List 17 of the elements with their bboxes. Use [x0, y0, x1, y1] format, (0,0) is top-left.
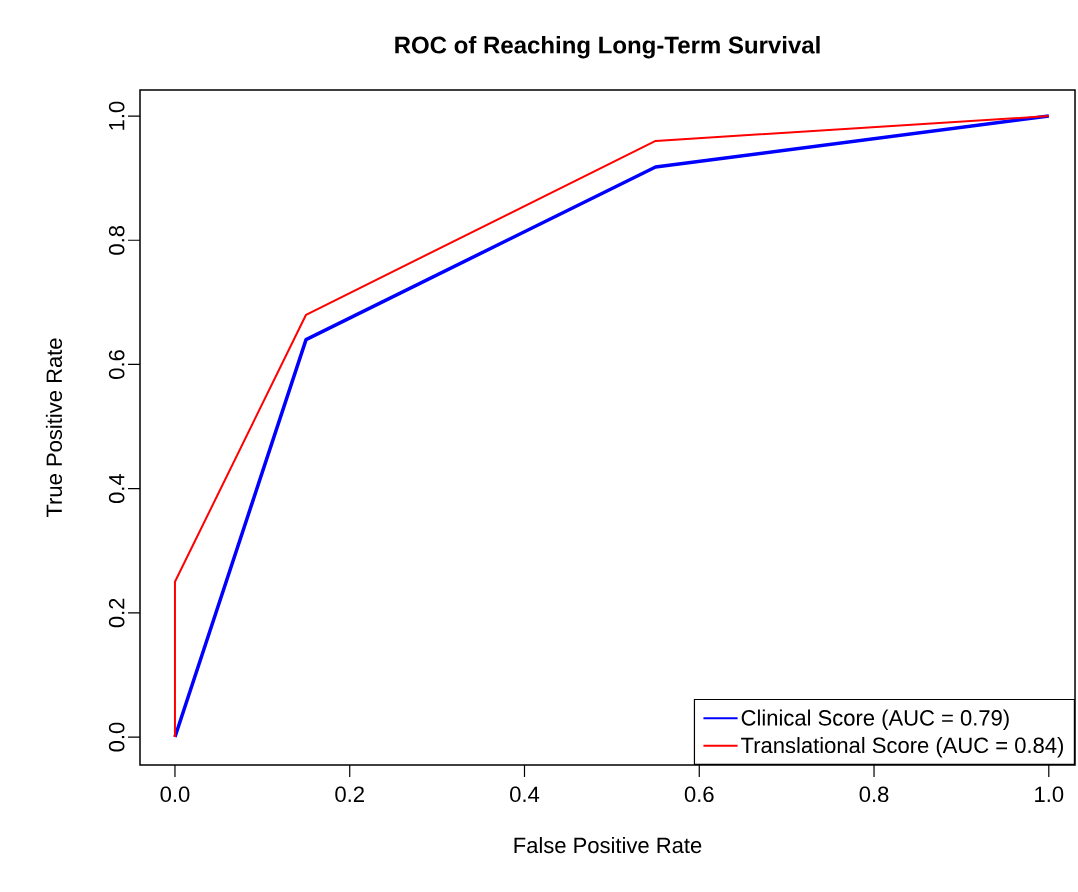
- x-tick-label: 0.8: [859, 786, 889, 803]
- y-tick-label: 0.2: [108, 598, 125, 628]
- y-tick-label: 0.8: [108, 225, 125, 255]
- legend-label: Clinical Score (AUC = 0.79): [741, 709, 1009, 731]
- x-tick-label: 0.4: [510, 786, 540, 803]
- y-tick-label: 0.4: [108, 474, 125, 504]
- x-tick-label: 1.0: [1035, 786, 1064, 803]
- y-axis-title: True Positive Rate: [45, 338, 63, 518]
- x-axis-title: False Positive Rate: [514, 836, 702, 854]
- x-tick-label: 0.0: [160, 786, 190, 803]
- y-tick-label: 0.6: [108, 350, 125, 379]
- x-tick-label: 0.6: [684, 786, 714, 803]
- x-tick-label: 0.2: [335, 786, 364, 803]
- y-tick-label: 0.0: [108, 722, 125, 752]
- y-tick-label: 1.0: [108, 101, 125, 130]
- chart-title: ROC of Reaching Long-Term Survival: [395, 35, 820, 59]
- legend-label: Translational Score (AUC = 0.84): [741, 736, 1063, 758]
